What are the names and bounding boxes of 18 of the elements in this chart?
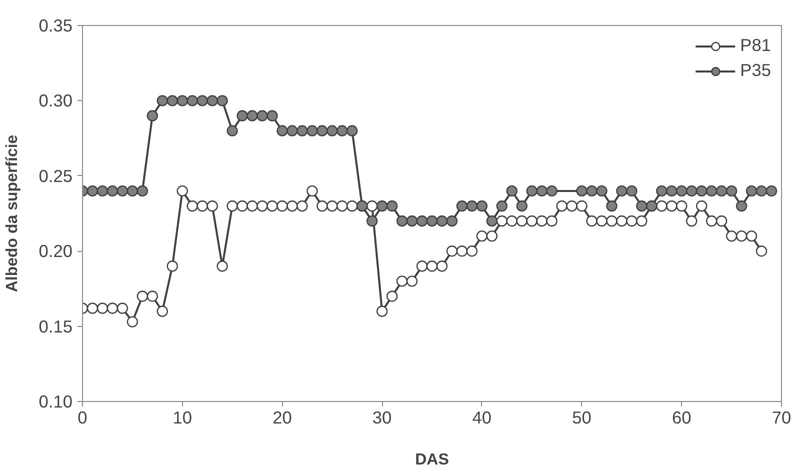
y-tick-label: 0.20 — [38, 241, 73, 262]
x-tick-label: 30 — [372, 408, 392, 428]
x-tick-label: 50 — [572, 408, 592, 428]
legend-label: P35 — [740, 60, 771, 81]
legend-label: P81 — [740, 35, 771, 56]
x-axis-title: DAS — [415, 452, 450, 468]
x-tick-label: 40 — [472, 408, 492, 428]
x-tick-label: 20 — [272, 408, 292, 428]
x-tick-label: 60 — [672, 408, 692, 428]
y-tick-label: 0.10 — [38, 392, 73, 412]
y-tick-label: 0.25 — [38, 166, 73, 186]
x-tick-label: 70 — [772, 408, 792, 428]
y-tick-label: 0.35 — [38, 16, 73, 36]
x-tick-label: 0 — [78, 408, 88, 428]
x-tick-label: 10 — [172, 408, 192, 428]
y-axis-title: Albedo da superfície — [4, 134, 21, 292]
y-tick-label: 0.30 — [38, 90, 73, 111]
y-tick-label: 0.15 — [38, 316, 73, 336]
